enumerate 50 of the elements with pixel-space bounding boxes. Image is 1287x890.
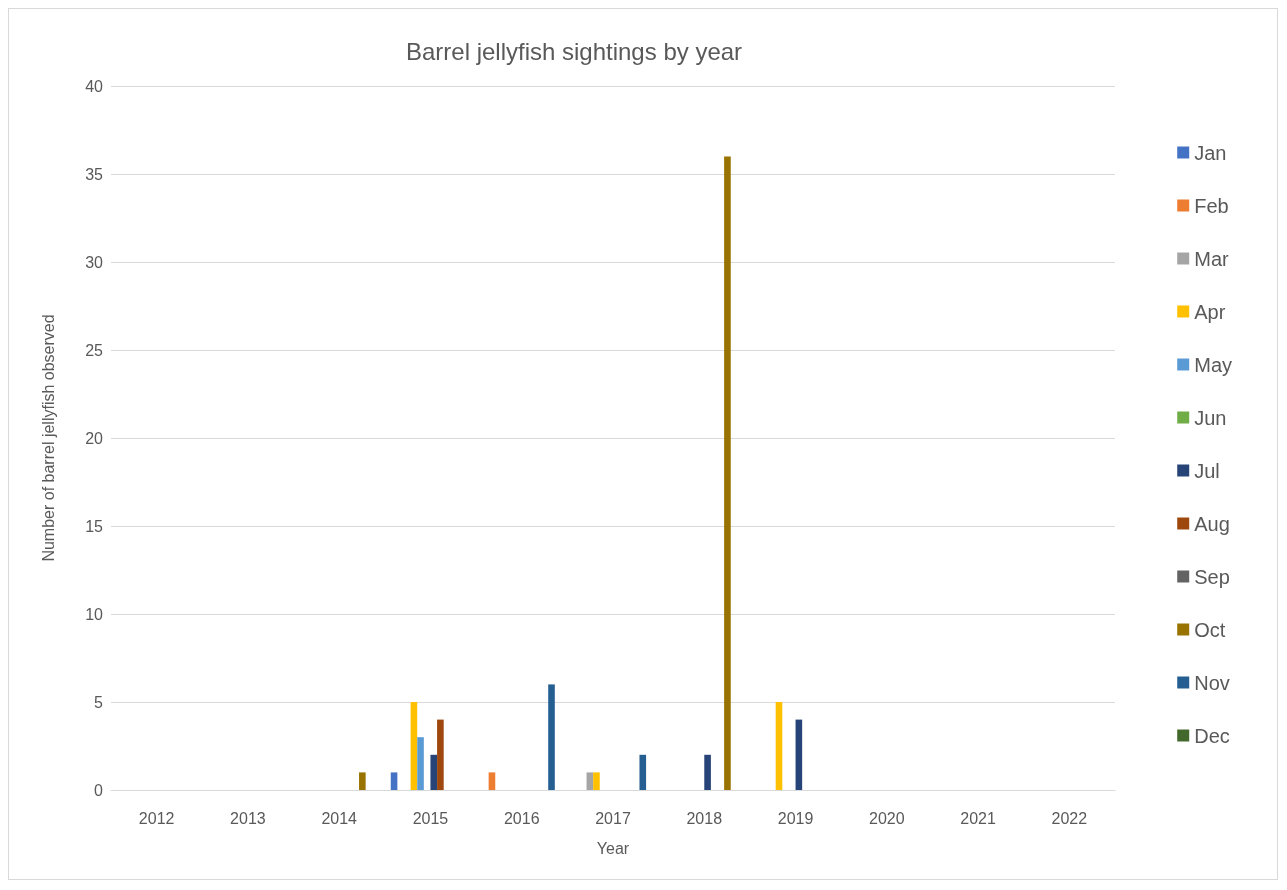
y-tick-label: 35: [85, 165, 104, 183]
bar: [795, 719, 803, 790]
bar: [586, 772, 594, 790]
x-tick-label: 2017: [595, 809, 631, 827]
y-axis-title: Number of barrel jellyfish observed: [39, 314, 57, 562]
bar: [417, 737, 424, 790]
x-tick-label: 2022: [1051, 809, 1088, 827]
legend-label: Feb: [1194, 194, 1229, 217]
bar: [430, 754, 438, 790]
legend-label: Dec: [1194, 724, 1230, 747]
bar: [724, 156, 731, 790]
x-tick-label: 2021: [960, 809, 996, 827]
bar: [437, 719, 444, 790]
legend-label: Jul: [1194, 459, 1220, 482]
legend-label: Apr: [1194, 300, 1226, 323]
bar: [704, 754, 711, 790]
y-tick-label: 15: [85, 517, 104, 535]
legend-label: Jan: [1194, 141, 1227, 164]
bar: [390, 772, 398, 790]
x-tick-label: 2018: [686, 809, 723, 827]
y-tick-label: 20: [85, 429, 104, 447]
y-tick-label: 10: [85, 605, 104, 623]
legend-label: Mar: [1194, 247, 1229, 270]
legend-label: Jun: [1194, 406, 1227, 429]
y-tick-label: 40: [85, 77, 104, 95]
x-axis-title: Year: [596, 839, 630, 857]
bar: [488, 772, 496, 790]
y-tick-label: 30: [85, 253, 104, 271]
legend-label: Aug: [1194, 512, 1230, 535]
x-tick-label: 2019: [777, 809, 814, 827]
bar: [593, 772, 600, 790]
legend-label: Oct: [1194, 618, 1226, 641]
x-tick-label: 2015: [412, 809, 449, 827]
x-tick-label: 2020: [869, 809, 905, 827]
y-tick-label: 25: [85, 341, 104, 359]
bar: [359, 772, 366, 790]
bar: [410, 702, 418, 790]
chart-title: Barrel jellyfish sightings by year: [405, 37, 743, 65]
x-tick-label: 2012: [138, 809, 175, 827]
bar: [548, 684, 555, 790]
x-tick-label: 2014: [321, 809, 358, 827]
y-tick-label: 0: [94, 781, 104, 799]
legend-label: Nov: [1194, 671, 1230, 694]
legend-label: May: [1194, 353, 1233, 376]
y-tick-label: 5: [94, 693, 104, 711]
x-tick-label: 2013: [230, 809, 266, 827]
legend-label: Sep: [1194, 565, 1230, 588]
bar: [639, 754, 647, 790]
x-tick-label: 2016: [503, 809, 540, 827]
bar: [775, 702, 783, 790]
